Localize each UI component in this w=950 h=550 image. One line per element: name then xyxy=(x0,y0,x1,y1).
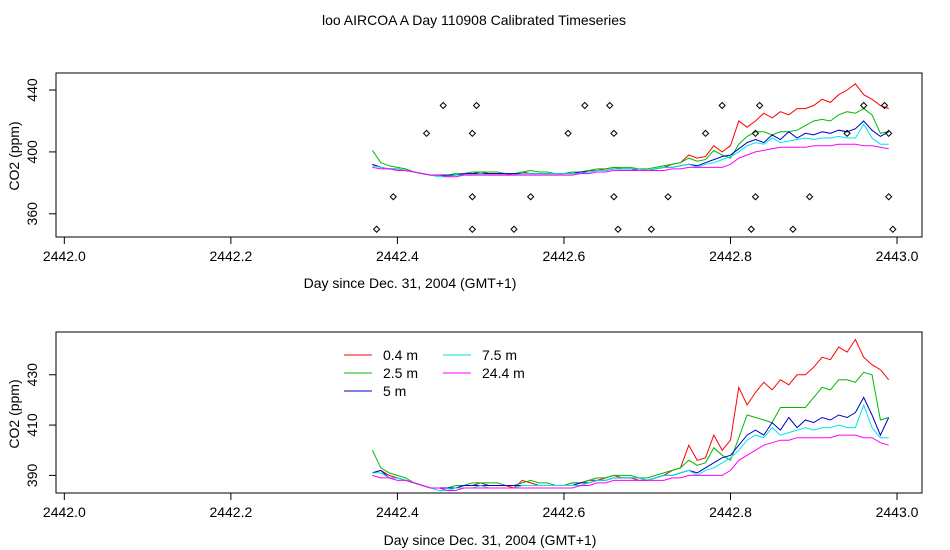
diamond-marker xyxy=(747,225,756,233)
x-tick-label: 2442.6 xyxy=(543,504,586,520)
diamond-marker xyxy=(468,225,477,233)
diamond-marker xyxy=(564,129,572,138)
plot-frame xyxy=(55,72,923,238)
diamond-marker xyxy=(701,129,710,138)
y-tick-label: 390 xyxy=(24,463,40,487)
series-line-0-4-m xyxy=(372,83,889,176)
upper-panel: Day since Dec. 31, 2004 (GMT+1) CO2 (ppm… xyxy=(6,72,923,291)
lower-x-axis-label: Day since Dec. 31, 2004 (GMT+1) xyxy=(384,532,597,548)
y-tick-label: 440 xyxy=(24,78,40,102)
lower-y-axis-label: CO2 (ppm) xyxy=(6,379,22,448)
legend-label: 0.4 m xyxy=(383,347,418,363)
x-tick-label: 2442.0 xyxy=(43,504,86,520)
diamond-marker xyxy=(472,101,481,110)
diamond-marker xyxy=(389,193,397,201)
legend-label: 24.4 m xyxy=(482,365,525,381)
diamond-marker xyxy=(880,101,889,110)
upper-x-axis-label: Day since Dec. 31, 2004 (GMT+1) xyxy=(304,275,517,291)
diamond-marker xyxy=(843,129,851,138)
diamond-marker xyxy=(610,193,618,201)
diamond-marker xyxy=(372,225,381,233)
lower-panel: Day since Dec. 31, 2004 (GMT+1) CO2 (ppm… xyxy=(6,331,923,548)
legend-label: 7.5 m xyxy=(482,347,517,363)
series-line-7-5-m xyxy=(372,403,889,491)
diamond-marker xyxy=(884,193,893,201)
diamond-marker xyxy=(889,225,897,233)
diamond-marker xyxy=(805,193,814,201)
series-line-24-4-m xyxy=(372,434,889,491)
diamond-marker xyxy=(884,129,893,138)
legend-label: 2.5 m xyxy=(383,365,418,381)
diamond-marker xyxy=(581,101,589,110)
y-tick-label: 430 xyxy=(24,363,40,387)
diamond-marker xyxy=(614,225,622,233)
series-line-0-4-m xyxy=(372,338,890,489)
x-tick-label: 2442.4 xyxy=(376,504,419,520)
chart-title: loo AIRCOA A Day 110908 Calibrated Times… xyxy=(322,12,626,28)
diamond-marker xyxy=(468,129,477,138)
series-line-7-5-m xyxy=(372,123,889,178)
series-line-2-5-m xyxy=(371,108,889,176)
series-line-24-4-m xyxy=(372,143,889,178)
diamond-marker xyxy=(860,101,868,110)
diamond-marker xyxy=(422,129,431,138)
series-line-2-5-m xyxy=(371,371,889,489)
series-line-5-m xyxy=(372,396,890,489)
diamond-marker xyxy=(751,129,760,138)
x-tick-label: 2442.6 xyxy=(543,248,586,264)
x-tick-label: 2442.4 xyxy=(376,248,419,264)
diamond-marker xyxy=(664,193,672,201)
upper-y-axis-label: CO2 (ppm) xyxy=(6,121,22,190)
x-tick-label: 2442.0 xyxy=(43,248,86,264)
diamond-marker xyxy=(751,193,760,201)
diamond-marker xyxy=(647,225,656,233)
x-tick-label: 2442.8 xyxy=(709,248,752,264)
diamond-marker xyxy=(468,193,477,201)
diamond-marker xyxy=(439,101,447,110)
x-tick-label: 2443.0 xyxy=(876,248,919,264)
diamond-marker xyxy=(789,225,797,233)
x-tick-label: 2442.2 xyxy=(209,504,252,520)
legend-label: 5 m xyxy=(383,383,406,399)
y-tick-label: 400 xyxy=(24,140,40,164)
legend: 0.4 m 2.5 m 5 m 7.5 m 24.4 m xyxy=(344,347,525,399)
plot-frame xyxy=(55,331,923,494)
x-tick-label: 2443.0 xyxy=(876,504,919,520)
y-tick-label: 410 xyxy=(24,413,40,437)
x-tick-label: 2442.8 xyxy=(709,504,752,520)
y-tick-label: 360 xyxy=(24,202,40,226)
diamond-marker xyxy=(610,129,618,138)
diamond-marker xyxy=(606,101,614,110)
diamond-marker xyxy=(718,101,726,110)
diamond-marker xyxy=(526,193,535,201)
diamond-marker xyxy=(510,225,518,233)
x-tick-label: 2442.2 xyxy=(209,248,252,264)
diamond-marker xyxy=(755,101,764,110)
